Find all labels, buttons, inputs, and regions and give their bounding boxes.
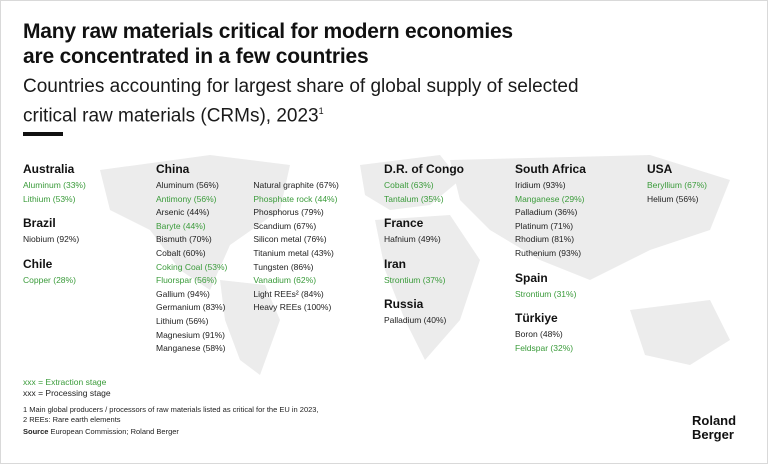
footnote-2: 2 REEs: Rare earth elements (23, 415, 121, 424)
country-block-dr-congo: D.R. of Congo Cobalt (63%) Tantalum (35%… (384, 162, 464, 206)
country-block-australia: Australia Aluminum (33%) Lithium (53%) (23, 162, 86, 206)
country-name: Türkiye (515, 311, 558, 326)
material-item: Helium (56%) (647, 193, 699, 204)
china-materials-right: Natural graphite (67%) Phosphate rock (4… (253, 179, 339, 356)
legend-extraction: xxx = Extraction stage (23, 377, 107, 387)
material-item: Light REEs² (84%) (253, 288, 324, 299)
footnotes: 1 Main global producers / processors of … (23, 405, 319, 437)
material-item: Magnesium (91%) (156, 329, 225, 340)
material-item: Baryte (44%) (156, 220, 206, 231)
material-item: Beryllium (67%) (647, 180, 707, 190)
material-item: Heavy REEs (100%) (253, 302, 332, 313)
material-item: Natural graphite (67%) (253, 180, 339, 190)
material-item: Ruthenium (93%) (515, 247, 582, 258)
material-item: Fluorspar (56%) (156, 275, 217, 286)
material-item: Arsenic (44%) (156, 207, 210, 218)
country-block-iran: Iran Strontium (37%) (384, 257, 464, 288)
material-item: Lithium (53%) (23, 193, 76, 204)
country-name: South Africa (515, 162, 586, 176)
material-item: Phosphorus (79%) (253, 207, 324, 218)
country-name: Iran (384, 256, 407, 271)
material-item: Copper (28%) (23, 274, 76, 285)
country-block-chile: Chile Copper (28%) (23, 257, 86, 288)
material-item: Bismuth (70%) (156, 234, 212, 245)
footnote-1: 1 Main global producers / processors of … (23, 405, 319, 414)
country-block-france: France Hafnium (49%) (384, 216, 464, 247)
material-item: Cobalt (60%) (156, 247, 206, 258)
material-item: Lithium (56%) (156, 315, 209, 326)
country-name: Australia (23, 162, 75, 176)
country-block-turkiye: Türkiye Boron (48%) Feldspar (32%) (515, 311, 586, 355)
material-item: Strontium (37%) (384, 274, 446, 285)
country-block-russia: Russia Palladium (40%) (384, 297, 464, 328)
legend-processing: xxx = Processing stage (23, 388, 111, 398)
material-item: Platinum (71%) (515, 220, 574, 231)
page-title: Many raw materials critical for modern e… (23, 20, 513, 68)
material-item: Germanium (83%) (156, 302, 226, 313)
country-block-usa: USA Beryllium (67%) Helium (56%) (647, 162, 707, 206)
material-item: Tantalum (35%) (384, 193, 444, 204)
material-item: Palladium (36%) (515, 207, 578, 218)
material-item: Vanadium (62%) (253, 275, 317, 286)
material-item: Phosphate rock (44%) (253, 193, 338, 204)
country-block-spain: Spain Strontium (31%) (515, 271, 586, 302)
material-item: Niobium (92%) (23, 234, 80, 245)
material-item: Palladium (40%) (384, 315, 447, 326)
country-name: D.R. of Congo (384, 162, 464, 176)
source-line: Source European Commission; Roland Berge… (23, 427, 179, 436)
roland-berger-logo: Roland Berger (692, 413, 737, 442)
country-name: China (156, 162, 190, 176)
material-item: Strontium (31%) (515, 288, 577, 299)
material-item: Rhodium (81%) (515, 234, 575, 245)
title-underline (23, 132, 63, 136)
country-block-china: China Aluminum (56%) Antimony (56%) Arse… (156, 162, 339, 356)
material-item: Manganese (29%) (515, 193, 585, 204)
material-item: Scandium (67%) (253, 220, 317, 231)
country-name: USA (647, 162, 673, 176)
material-item: Cobalt (63%) (384, 180, 434, 190)
material-item: Aluminum (33%) (23, 180, 86, 190)
material-item: Aluminum (56%) (156, 180, 219, 190)
country-block-brazil: Brazil Niobium (92%) (23, 216, 86, 247)
legend: xxx = Extraction stage xxx = Processing … (23, 377, 111, 399)
column-6: USA Beryllium (67%) Helium (56%) (647, 162, 707, 206)
material-item: Coking Coal (53%) (156, 261, 228, 272)
material-item: Gallium (94%) (156, 288, 210, 299)
country-name: Brazil (23, 216, 56, 231)
material-item: Hafnium (49%) (384, 234, 441, 245)
country-name: Russia (384, 297, 424, 312)
material-item: Iridium (93%) (515, 180, 566, 190)
material-item: Titanium metal (43%) (253, 247, 334, 258)
material-item: Silicon metal (76%) (253, 234, 327, 245)
country-name: Chile (23, 256, 53, 271)
column-1: Australia Aluminum (33%) Lithium (53%) B… (23, 162, 86, 287)
material-item: Antimony (56%) (156, 193, 217, 204)
material-item: Boron (48%) (515, 329, 563, 340)
country-block-south-africa: South Africa Iridium (93%) Manganese (29… (515, 162, 586, 261)
column-5: South Africa Iridium (93%) Manganese (29… (515, 162, 586, 355)
country-name: France (384, 216, 424, 231)
country-name: Spain (515, 270, 548, 285)
material-item: Feldspar (32%) (515, 342, 574, 353)
world-map-background (100, 155, 730, 375)
column-4: D.R. of Congo Cobalt (63%) Tantalum (35%… (384, 162, 464, 328)
material-item: Manganese (58%) (156, 343, 226, 354)
china-materials-left: Aluminum (56%) Antimony (56%) Arsenic (4… (156, 179, 227, 356)
page-subtitle: Countries accounting for largest share o… (23, 76, 579, 127)
material-item: Tungsten (86%) (253, 261, 314, 272)
